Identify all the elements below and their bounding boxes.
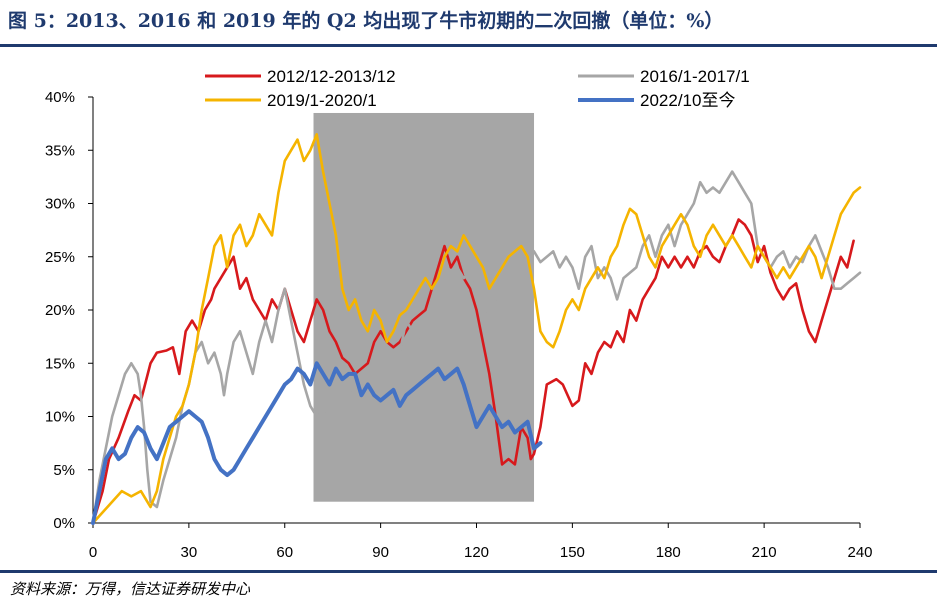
legend-label-3: 2019/1-2020/1 (267, 91, 377, 110)
y-tick-label: 30% (45, 196, 75, 213)
top-rule (0, 44, 937, 47)
y-tick-label: 25% (45, 249, 75, 266)
x-tick-label: 150 (560, 544, 585, 561)
y-tick-label: 10% (45, 409, 75, 426)
x-tick-label: 120 (464, 544, 489, 561)
y-tick-label: 5% (53, 462, 75, 479)
x-tick-label: 240 (847, 544, 872, 561)
series-line-4 (91, 361, 543, 525)
source-note: 资料来源：万得，信达证券研发中心 (10, 580, 251, 598)
series-line-2 (91, 170, 862, 525)
x-tick-label: 0 (89, 544, 97, 561)
legend-label-2: 2016/1-2017/1 (640, 67, 750, 86)
axes: 0% 5% 10% 15% 20% 25% 30% 35% 40% 0 30 60 90 120 150 18… (45, 89, 873, 561)
y-tick-label: 15% (45, 355, 75, 372)
chart-title: 图 5：2013、2016 和 2019 年的 Q2 均出现了牛市初期的二次回撤… (8, 10, 724, 32)
legend-label-1: 2012/12-2013/12 (267, 67, 396, 86)
bottom-rule (0, 570, 937, 573)
legend: 2012/12-2013/12 2016/1-2017/1 2019/1-2020/… (205, 67, 750, 110)
y-tick-label: 0% (53, 515, 75, 532)
x-tick-label: 90 (372, 544, 389, 561)
x-tick-label: 60 (276, 544, 293, 561)
legend-label-4: 2022/10至今 (640, 91, 735, 110)
x-tick-label: 180 (656, 544, 681, 561)
y-tick-label: 40% (45, 89, 75, 106)
series-line-3 (91, 133, 862, 525)
y-tick-label: 20% (45, 302, 75, 319)
series-lines (91, 133, 862, 525)
x-tick-label: 210 (752, 544, 777, 561)
y-tick-label: 35% (45, 142, 75, 159)
x-tick-label: 30 (181, 544, 198, 561)
